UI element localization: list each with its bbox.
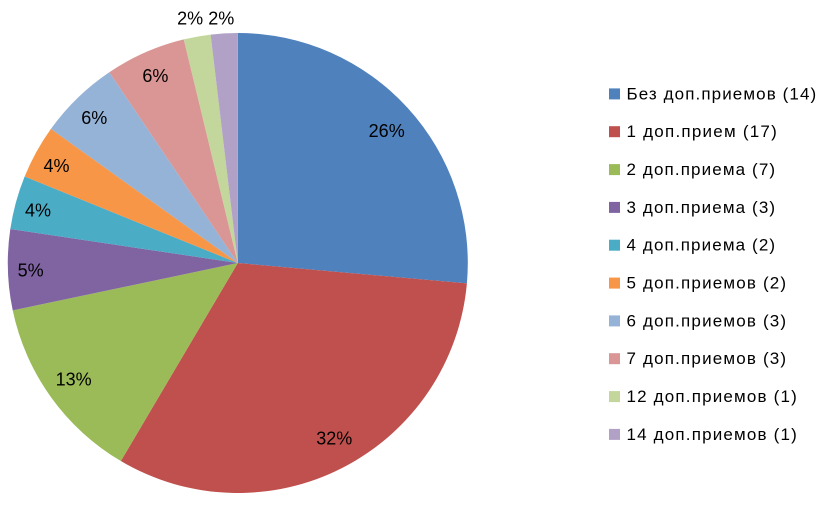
svg-text:2 доп.приема (7): 2 доп.приема (7)	[627, 160, 776, 179]
svg-text:6%: 6%	[81, 108, 107, 128]
svg-text:3 доп.приема (3): 3 доп.приема (3)	[627, 198, 776, 217]
svg-text:6%: 6%	[142, 66, 168, 86]
svg-text:4%: 4%	[25, 200, 51, 220]
svg-text:2%: 2%	[208, 8, 234, 28]
svg-text:Без доп.приемов (14): Без доп.приемов (14)	[627, 84, 817, 103]
svg-text:5%: 5%	[18, 260, 44, 280]
svg-text:5 доп.приемов (2): 5 доп.приемов (2)	[627, 274, 787, 293]
svg-text:26%: 26%	[369, 121, 405, 141]
svg-text:4 доп.приема (2): 4 доп.приема (2)	[627, 236, 776, 255]
svg-text:7 доп.приемов (3): 7 доп.приемов (3)	[627, 349, 787, 368]
svg-text:4%: 4%	[43, 156, 69, 176]
svg-text:6 доп.приемов (3): 6 доп.приемов (3)	[627, 311, 787, 330]
svg-text:1 доп.прием (17): 1 доп.прием (17)	[627, 122, 777, 141]
svg-text:13%: 13%	[56, 370, 92, 390]
svg-text:2%: 2%	[177, 8, 203, 28]
svg-text:32%: 32%	[316, 428, 352, 448]
